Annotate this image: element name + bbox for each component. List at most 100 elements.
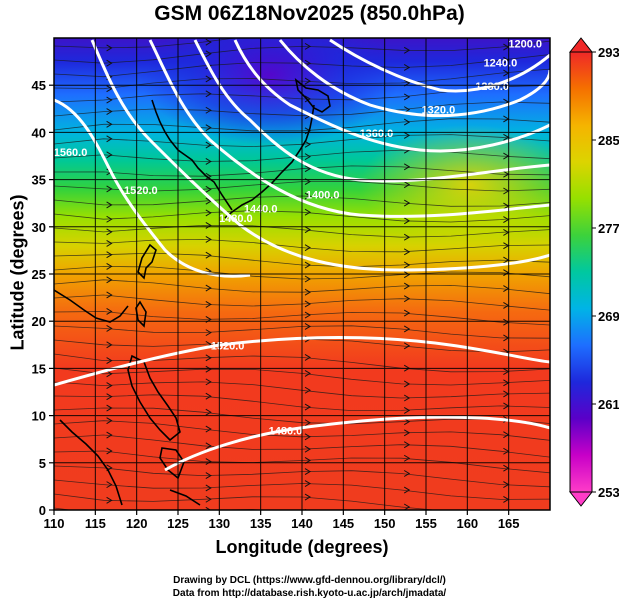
wind-arrow (304, 354, 311, 361)
wind-arrow (106, 44, 113, 52)
wind-arrow (304, 275, 311, 283)
wind-arrow (106, 185, 113, 193)
contour-label: 1520.0 (124, 185, 158, 197)
height-contour (329, 38, 550, 93)
credit-line-data: Data from http://database.rish.kyoto-u.a… (172, 588, 447, 599)
wind-arrow (403, 118, 411, 126)
wind-arrow (304, 192, 311, 200)
wind-arrow (403, 261, 411, 269)
wind-arrow (403, 309, 411, 317)
wind-arrow (106, 108, 113, 115)
contour-label: 1480.0 (269, 425, 303, 437)
contour-label: 1320.0 (422, 105, 456, 117)
wind-arrow (106, 325, 113, 332)
wind-arrow (403, 93, 411, 101)
wind-arrow (106, 135, 113, 143)
wind-arrow (205, 235, 212, 243)
wind-arrow (106, 59, 113, 67)
wind-arrow (403, 486, 411, 494)
height-contour (90, 39, 550, 272)
x-tick-label: 130 (208, 516, 230, 531)
wind-arrow (106, 291, 113, 299)
height-contour (164, 415, 550, 472)
x-tick-label: 150 (374, 516, 396, 531)
wind-arrow (403, 163, 411, 171)
wind-arrow (403, 248, 411, 256)
wind-arrow (304, 369, 311, 377)
contour-label: 1240.0 (484, 57, 518, 69)
wind-arrow (304, 140, 311, 148)
wind-arrow (106, 96, 113, 104)
x-tick-label: 135 (250, 516, 272, 531)
wind-arrow (403, 199, 411, 207)
y-tick-label: 40 (32, 125, 46, 140)
wind-arrow (205, 106, 212, 114)
height-contour (233, 39, 550, 153)
y-tick-label: 25 (32, 267, 46, 282)
wind-arrow (205, 221, 212, 229)
y-tick-label: 45 (32, 78, 46, 93)
wind-arrow (304, 208, 311, 216)
y-tick-label: 35 (32, 173, 46, 188)
wind-arrow (106, 201, 113, 209)
wind-arrow (403, 64, 411, 71)
wind-arrow (205, 185, 212, 193)
wind-arrow (106, 447, 113, 455)
wind-arrow (106, 404, 113, 412)
wind-arrow (205, 408, 212, 416)
wind-arrow (205, 124, 212, 132)
wind-arrow (304, 261, 311, 269)
wind-arrow (106, 341, 113, 349)
wind-arrow (403, 441, 411, 449)
contour-label: 1280.0 (475, 81, 509, 93)
wind-arrow (403, 418, 411, 426)
contour-label: 1560.0 (54, 147, 88, 159)
wind-arrow (305, 28, 310, 34)
wind-arrow (304, 300, 311, 308)
wind-arrow (106, 151, 113, 159)
wind-arrow (106, 496, 113, 504)
wind-arrow (106, 417, 113, 425)
y-tick-label: 30 (32, 220, 46, 235)
wind-arrow (304, 77, 311, 85)
credit-line-dcl: Drawing by DCL (https://www.gfd-dennou.o… (173, 575, 446, 586)
colorbar-label: 293 (598, 45, 619, 60)
colorbar-max-arrow (568, 37, 594, 53)
y-tick-label: 0 (39, 503, 46, 518)
height-contour (54, 336, 550, 387)
wind-arrow (106, 393, 113, 401)
colorbar-gradient (569, 51, 593, 493)
wind-arrow (106, 120, 113, 128)
x-tick-label: 115 (85, 516, 106, 531)
wind-arrow (106, 370, 113, 378)
wind-arrow (403, 131, 411, 139)
wind-arrow (304, 468, 311, 475)
x-tick-label: 165 (498, 516, 520, 531)
wind-arrow (404, 29, 409, 35)
wind-arrow (304, 153, 311, 161)
x-tick-label: 155 (415, 516, 437, 531)
wind-arrow (403, 406, 411, 414)
wind-arrow (304, 226, 311, 234)
height-contour (278, 39, 550, 118)
wind-arrow (205, 284, 212, 292)
height-contour (148, 39, 550, 218)
wind-arrow (304, 42, 311, 50)
wind-arrow (205, 209, 212, 217)
wind-arrow (403, 325, 411, 333)
wind-arrow (205, 472, 212, 480)
wind-arrow (205, 172, 212, 180)
wind-arrow (403, 271, 411, 279)
colorbar-label: 269 (598, 309, 619, 324)
wind-arrow (106, 251, 113, 259)
wind-arrow (304, 244, 311, 252)
y-tick-label: 10 (32, 409, 46, 424)
wind-arrow (304, 165, 311, 173)
y-tick-label: 20 (32, 314, 46, 329)
x-axis-label: Longitude (degrees) (215, 537, 389, 557)
wind-arrow (106, 382, 113, 390)
height-contour (193, 39, 550, 183)
wind-arrow (304, 445, 311, 453)
wind-arrow (205, 329, 212, 337)
wind-arrow (403, 181, 411, 189)
